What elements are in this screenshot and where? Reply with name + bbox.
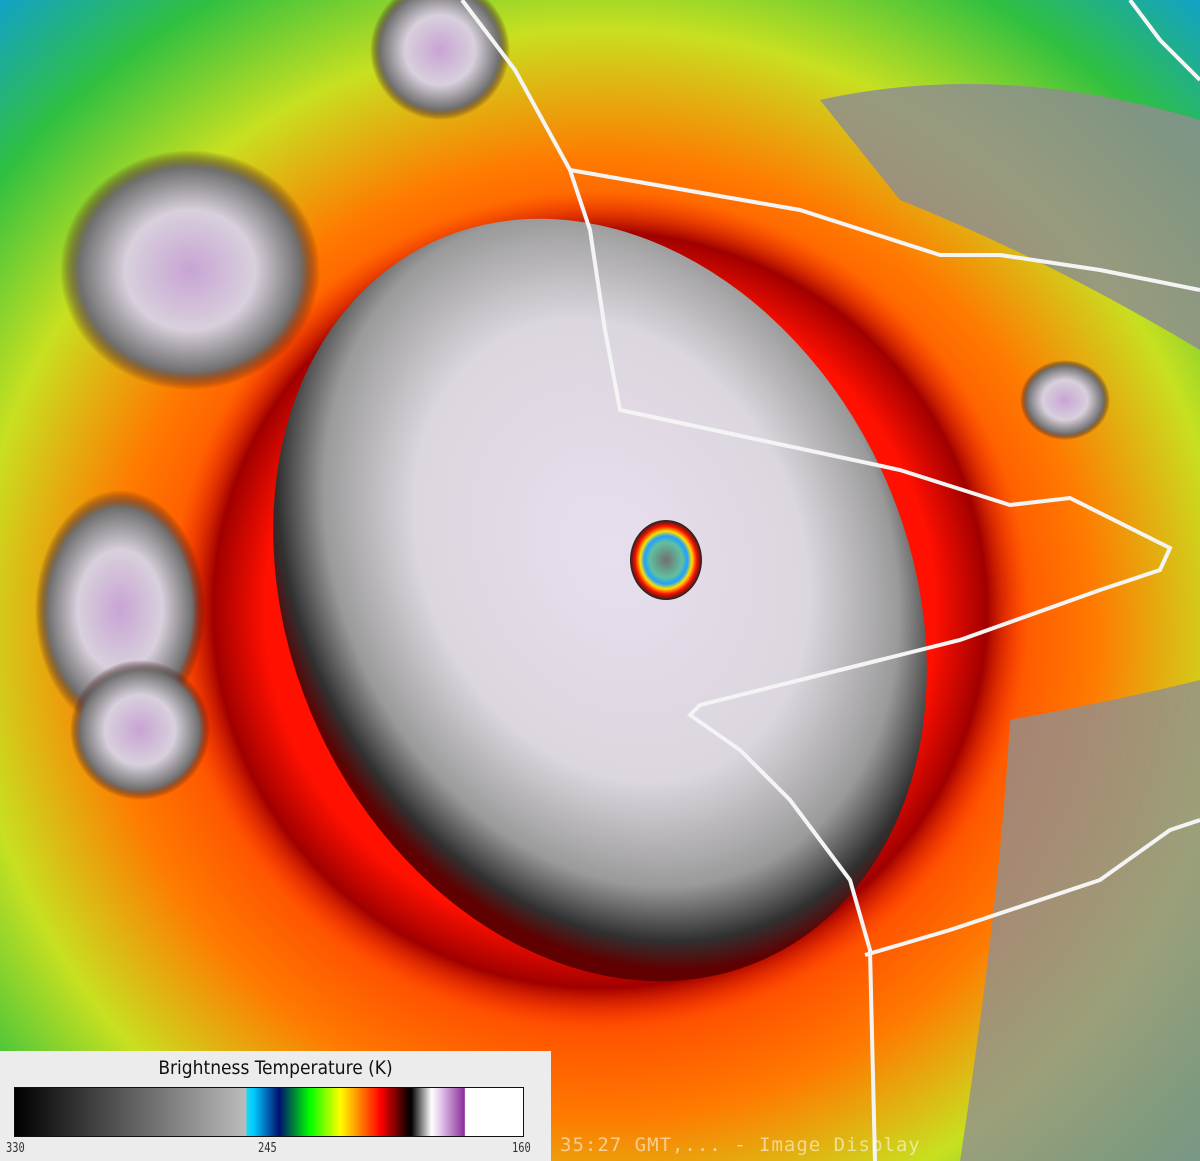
convective-cell bbox=[1020, 360, 1110, 440]
timestamp-overlay: 35:27 GMT,... - Image Display bbox=[560, 1134, 921, 1156]
clear-region-north bbox=[820, 84, 1200, 350]
tick-label: 245 bbox=[258, 1141, 277, 1156]
tick-label: 160 bbox=[512, 1141, 531, 1156]
colorbar bbox=[14, 1087, 524, 1137]
clear-region-east bbox=[960, 680, 1200, 1161]
hurricane-eye bbox=[630, 520, 702, 600]
border-lines bbox=[460, 0, 1200, 1161]
legend-title: Brightness Temperature (K) bbox=[158, 1057, 393, 1079]
central-dense-overcast bbox=[273, 218, 927, 982]
tick-label: 330 bbox=[6, 1141, 25, 1156]
convective-cell bbox=[370, 0, 510, 120]
colorbar-legend: Brightness Temperature (K) 330 245 160 bbox=[0, 1051, 551, 1161]
convective-cell bbox=[60, 150, 320, 390]
convective-cell bbox=[70, 660, 210, 800]
